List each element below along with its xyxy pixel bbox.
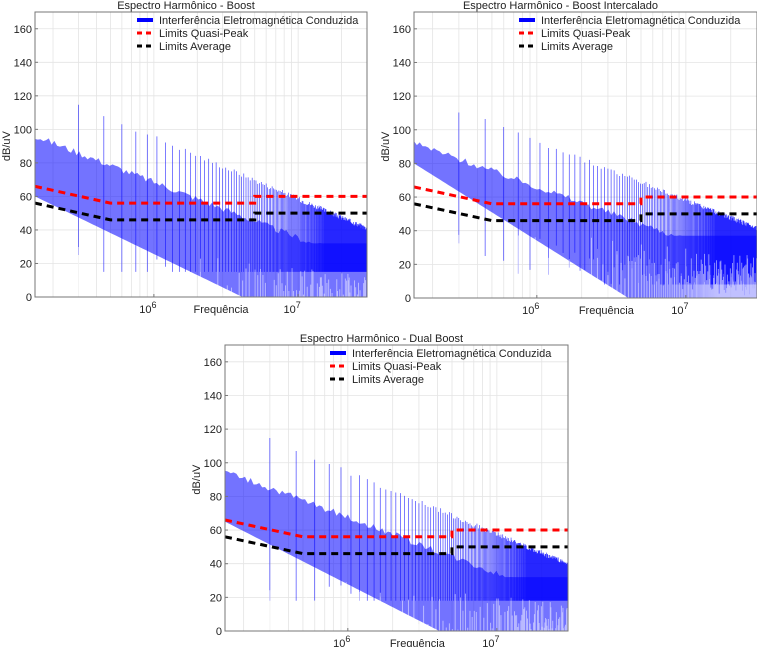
legend-item-spectrum: Interferência Eletromagnética Conduzida bbox=[137, 15, 359, 27]
plot-frame bbox=[224, 344, 569, 632]
chart-3: 0 20 40 60 80 100 120 140 160 106 107 Frequência dB/… bbox=[191, 333, 569, 650]
spectrum-band bbox=[225, 470, 568, 631]
y-tick-label: 80 bbox=[399, 158, 411, 170]
legend: Interferência Eletromagnética ConduzidaL… bbox=[519, 15, 741, 53]
y-tick-label: 80 bbox=[210, 491, 222, 503]
series-limits-quasi-peak bbox=[35, 184, 367, 205]
x-tick-label: 107 bbox=[284, 300, 301, 316]
series-spectrum bbox=[225, 419, 568, 631]
legend-label: Limits Average bbox=[352, 374, 424, 386]
chart-title: Espectro Harmônico - Dual Boost bbox=[300, 333, 463, 345]
series-limits-average bbox=[414, 202, 757, 223]
legend-item-quasi-peak: Limits Quasi-Peak bbox=[519, 28, 631, 40]
y-tick-label: 0 bbox=[26, 292, 32, 304]
legend-item-spectrum: Interferência Eletromagnética Conduzida bbox=[330, 348, 552, 360]
y-tick-label: 20 bbox=[399, 259, 411, 271]
x-tick-exponent: 6 bbox=[151, 300, 156, 310]
legend-label: Interferência Eletromagnética Conduzida bbox=[159, 15, 359, 27]
plot-frame bbox=[34, 11, 368, 298]
y-tick-label: 100 bbox=[14, 124, 32, 136]
y-tick-label: 60 bbox=[399, 192, 411, 204]
y-tick-label: 100 bbox=[393, 125, 411, 137]
series-limits-quasi-peak bbox=[225, 518, 568, 539]
spectrum-notches bbox=[458, 234, 757, 298]
series-spectrum bbox=[35, 88, 367, 297]
y-tick-label: 120 bbox=[204, 424, 222, 436]
x-tick-exponent: 6 bbox=[345, 634, 350, 644]
y-tick-label: 40 bbox=[20, 225, 32, 237]
y-axis-label: dB/uV bbox=[1, 130, 13, 161]
y-tick-label: 40 bbox=[210, 559, 222, 571]
y-tick-label: 160 bbox=[204, 357, 222, 369]
series-limits-quasi-peak bbox=[414, 185, 757, 206]
spectrum-notches bbox=[269, 582, 568, 631]
x-tick-label: 106 bbox=[333, 634, 350, 647]
y-tick-label: 60 bbox=[20, 191, 32, 203]
x-axis-label: Frequência bbox=[193, 304, 249, 316]
legend-item-spectrum: Interferência Eletromagnética Conduzida bbox=[519, 15, 741, 27]
legend-label: Interferência Eletromagnética Conduzida bbox=[352, 348, 552, 360]
x-tick-label: 107 bbox=[482, 634, 499, 647]
y-tick-label: 60 bbox=[210, 525, 222, 537]
legend-swatch-blue bbox=[519, 18, 535, 22]
legend: Interferência Eletromagnética ConduzidaL… bbox=[137, 15, 359, 53]
legend-label: Interferência Eletromagnética Conduzida bbox=[541, 15, 741, 27]
x-tick-label: 106 bbox=[139, 300, 156, 316]
chart-1: 0 20 40 60 80 100 120 140 160 106 107 Frequência dB/… bbox=[1, 0, 368, 316]
legend-item-quasi-peak: Limits Quasi-Peak bbox=[330, 361, 442, 373]
legend: Interferência Eletromagnética ConduzidaL… bbox=[330, 348, 552, 386]
y-tick-label: 40 bbox=[399, 226, 411, 238]
chart-title: Espectro Harmônico - Boost Intercalado bbox=[463, 0, 658, 12]
x-tick-label: 106 bbox=[522, 301, 539, 317]
y-tick-label: 140 bbox=[393, 57, 411, 69]
y-tick-label: 20 bbox=[20, 258, 32, 270]
chart-title: Espectro Harmônico - Boost bbox=[117, 0, 255, 12]
y-tick-label: 0 bbox=[216, 626, 222, 638]
legend-label: Limits Average bbox=[541, 41, 613, 53]
y-tick-label: 80 bbox=[20, 158, 32, 170]
y-tick-label: 100 bbox=[204, 458, 222, 470]
x-tick-exponent: 7 bbox=[683, 301, 688, 311]
y-tick-label: 120 bbox=[14, 91, 32, 103]
series-limits-average bbox=[225, 535, 568, 556]
y-axis-label: dB/uV bbox=[191, 464, 203, 495]
y-tick-label: 0 bbox=[405, 293, 411, 305]
legend-swatch-blue bbox=[137, 18, 153, 22]
x-axis-label: Frequência bbox=[390, 638, 446, 647]
x-tick-exponent: 7 bbox=[296, 300, 301, 310]
y-tick-label: 160 bbox=[393, 24, 411, 36]
chart-2: 0 20 40 60 80 100 120 140 160 106 107 Frequência dB/… bbox=[380, 0, 757, 317]
y-tick-label: 140 bbox=[204, 390, 222, 402]
y-tick-label: 120 bbox=[393, 91, 411, 103]
x-tick-label: 107 bbox=[671, 301, 688, 317]
y-tick-label: 20 bbox=[210, 592, 222, 604]
y-tick-label: 160 bbox=[14, 24, 32, 36]
legend-label: Limits Average bbox=[159, 41, 231, 53]
legend-item-average: Limits Average bbox=[519, 41, 613, 53]
legend-label: Limits Quasi-Peak bbox=[541, 28, 631, 40]
spectrum-notches bbox=[77, 247, 367, 297]
series-limits-average bbox=[35, 201, 367, 222]
legend-label: Limits Quasi-Peak bbox=[159, 28, 249, 40]
series-spectrum bbox=[414, 90, 757, 298]
y-axis-label: dB/uV bbox=[380, 131, 392, 162]
plot-frame bbox=[413, 11, 757, 299]
spectrum-band bbox=[35, 138, 367, 297]
legend-swatch-blue bbox=[330, 351, 346, 355]
legend-item-average: Limits Average bbox=[330, 374, 424, 386]
x-axis-label: Frequência bbox=[579, 305, 635, 317]
x-tick-exponent: 6 bbox=[534, 301, 539, 311]
legend-item-average: Limits Average bbox=[137, 41, 231, 53]
legend-label: Limits Quasi-Peak bbox=[352, 361, 442, 373]
x-tick-exponent: 7 bbox=[494, 634, 499, 644]
legend-item-quasi-peak: Limits Quasi-Peak bbox=[137, 28, 249, 40]
y-tick-label: 140 bbox=[14, 57, 32, 69]
